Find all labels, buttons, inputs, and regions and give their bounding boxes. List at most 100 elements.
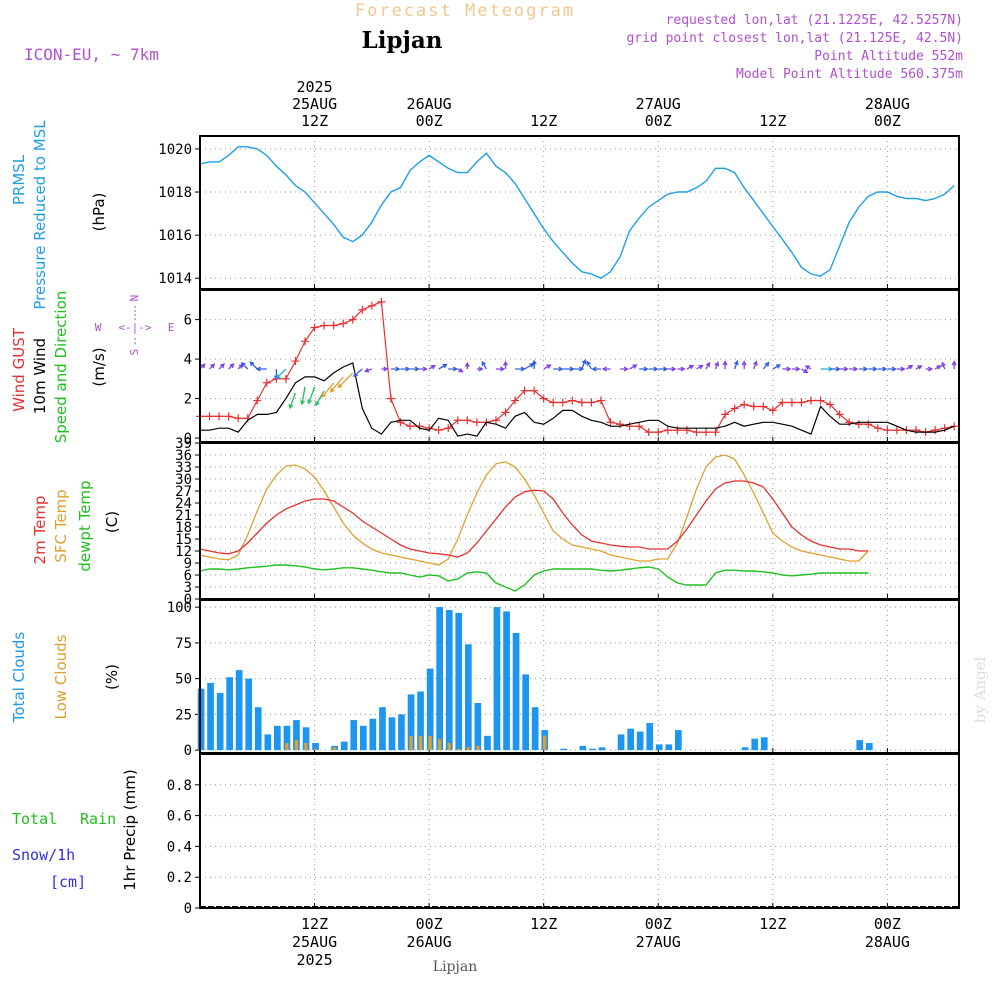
temp-ytick-label: 18 xyxy=(175,520,192,536)
gust-point xyxy=(539,394,548,403)
wind-direction-arrow xyxy=(906,365,914,370)
top-time-label: 27AUG xyxy=(636,95,681,113)
gust-point xyxy=(406,422,415,431)
bottom-time-label: 12Z xyxy=(301,915,328,933)
gust-point xyxy=(835,410,844,419)
low-cloud-bar xyxy=(313,748,318,751)
low-cloud-bar xyxy=(409,735,413,751)
bottom-time-label: 00Z xyxy=(874,915,901,933)
total-cloud-bar xyxy=(398,714,405,751)
wind-direction-arrow xyxy=(877,366,888,372)
bottom-time-label: 00Z xyxy=(645,915,672,933)
gust-point xyxy=(320,321,329,330)
wind-direction-arrow xyxy=(696,364,704,370)
low-clouds-label: Low Clouds xyxy=(52,634,70,719)
gust-point xyxy=(377,297,386,306)
total-cloud-bar xyxy=(360,725,367,751)
gust-point xyxy=(444,424,453,433)
clouds-ytick-label: 25 xyxy=(175,707,192,723)
gust-point xyxy=(692,428,701,437)
gust-point xyxy=(329,321,338,330)
gust-point xyxy=(281,374,290,383)
bottom-time-label: 25AUG xyxy=(292,933,337,951)
top-time-label: 12Z xyxy=(759,112,786,130)
wind-direction-arrow xyxy=(562,366,575,372)
top-time-label: 00Z xyxy=(645,112,672,130)
wind-direction-arrow xyxy=(591,366,601,372)
temp-frame xyxy=(199,442,960,600)
wind-direction-arrow xyxy=(620,366,629,372)
chart-title: Forecast Meteogram xyxy=(355,1,575,21)
gust-point xyxy=(472,418,481,427)
gust-point xyxy=(549,398,558,407)
gust-point xyxy=(501,408,510,417)
gust-line xyxy=(200,300,955,433)
gust-label: Wind GUST xyxy=(10,327,28,412)
wind-direction-arrow xyxy=(733,360,739,370)
temp-ytick-label: 33 xyxy=(175,460,192,476)
wind-direction-arrow xyxy=(741,360,747,369)
total-cloud-bar xyxy=(741,747,749,751)
wind-direction-arrow xyxy=(705,361,711,370)
wind-direction-arrow xyxy=(804,365,812,370)
bottom-time-label: 26AUG xyxy=(407,933,452,951)
top-time-label: 26AUG xyxy=(407,95,452,113)
wind-direction-arrow xyxy=(390,366,401,372)
pressure-ytick-label: 1020 xyxy=(158,142,192,158)
gust-point xyxy=(568,396,577,405)
wind-direction-arrow xyxy=(457,367,464,373)
wind-direction-arrow xyxy=(586,360,592,370)
compass-center: <-|-> xyxy=(118,321,151,334)
gust-point xyxy=(625,422,634,431)
bottom-time-label: 2025 xyxy=(297,951,333,969)
wind-direction-arrow xyxy=(648,366,659,372)
wind-direction-arrow xyxy=(337,372,354,389)
gust-point xyxy=(577,398,586,407)
gust-point xyxy=(491,416,500,425)
gust-point xyxy=(702,428,710,437)
wind-direction-arrow xyxy=(381,366,389,372)
pressure-unit: (hPa) xyxy=(90,193,108,232)
wind-line xyxy=(200,362,955,437)
pressure-label-prmsl: PRMSL xyxy=(10,154,28,205)
gust-point xyxy=(768,406,777,415)
temp-ytick-label: 12 xyxy=(175,544,192,560)
clouds-ytick-label: 100 xyxy=(167,600,192,616)
clouds-frame xyxy=(199,599,960,754)
gust-point xyxy=(644,428,653,437)
gust-point xyxy=(616,420,625,429)
wind-direction-arrow xyxy=(601,366,611,372)
temp-ytick-label: 15 xyxy=(175,532,192,548)
wind-direction-arrow xyxy=(240,361,249,370)
total-cloud-bar xyxy=(465,644,472,751)
compass-south: S xyxy=(128,349,141,356)
gust-point xyxy=(797,398,806,407)
wind-direction-arrow xyxy=(868,366,878,372)
wind-direction-arrow xyxy=(830,366,841,372)
low-cloud-bar xyxy=(438,738,442,751)
total-cloud-bar xyxy=(426,668,434,751)
gust-point xyxy=(606,418,615,427)
temp-unit: (C) xyxy=(103,511,121,533)
clouds-ytick-label: 0 xyxy=(184,743,192,759)
gust-point xyxy=(396,418,405,427)
top-time-label: 12Z xyxy=(301,112,328,130)
total-cloud-bar xyxy=(235,670,243,751)
wind-direction-arrow xyxy=(791,366,801,372)
wind-direction-arrow xyxy=(772,364,782,370)
low-cloud-bar xyxy=(294,740,299,751)
bottom-time-label: 12Z xyxy=(530,915,557,933)
total-cloud-bar xyxy=(474,703,482,751)
gust-point xyxy=(826,400,835,409)
top-time-label: 12Z xyxy=(530,112,557,130)
gust-point xyxy=(864,420,873,429)
total-cloud-bar xyxy=(579,745,587,751)
gust-point xyxy=(348,315,357,324)
wind-direction-arrow xyxy=(572,366,585,372)
wind-direction-arrow xyxy=(255,366,267,372)
total-cloud-bar xyxy=(369,718,377,751)
total-cloud-bar xyxy=(293,720,300,751)
gridpoint-coords: grid point closest lon,lat (21.125E, 42.… xyxy=(626,31,963,46)
wind-direction-arrow xyxy=(639,366,649,372)
